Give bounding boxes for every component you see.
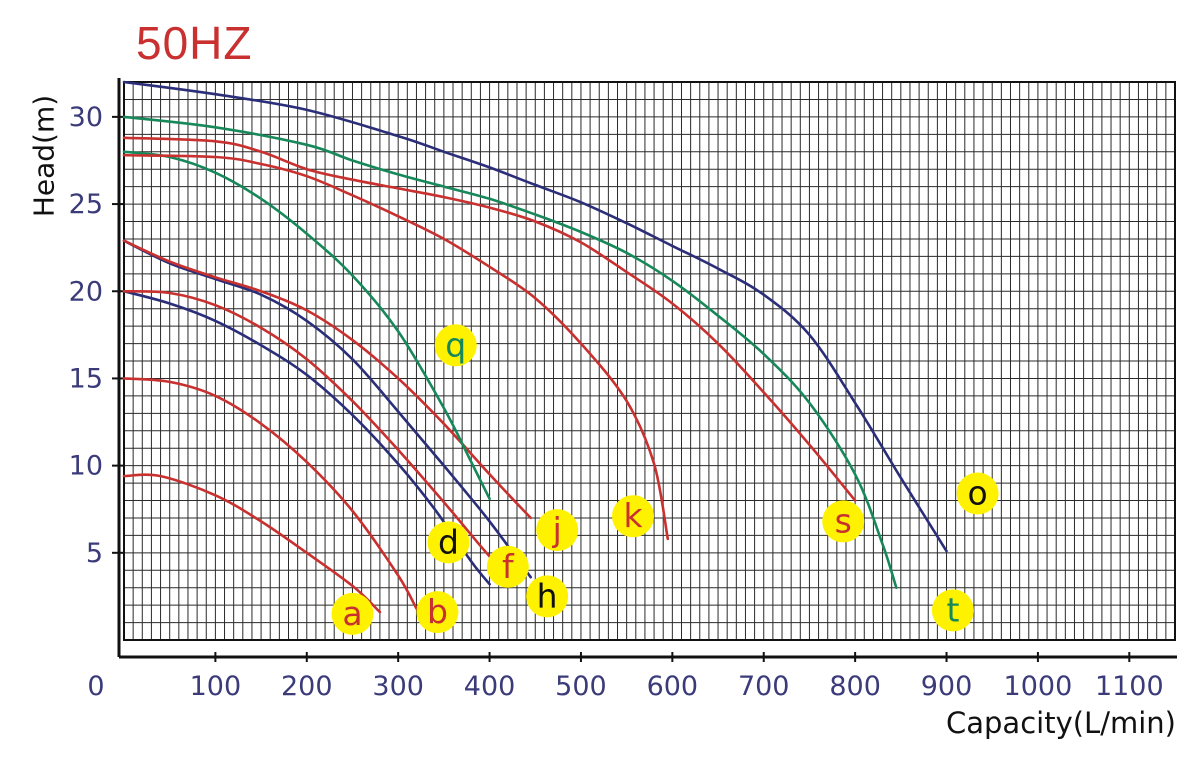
y-tick-label: 15 — [69, 363, 103, 394]
curve-label-t: t — [946, 590, 959, 629]
curve-b — [122, 377, 418, 610]
curve-badge-k — [612, 495, 655, 538]
curve-badge-j — [536, 509, 579, 552]
curve-q — [122, 150, 491, 501]
curve-label-k: k — [623, 496, 643, 535]
y-tick-label: 10 — [69, 451, 103, 482]
x-tick-label: 700 — [738, 671, 790, 702]
x-tick-label: 600 — [647, 671, 699, 702]
curve-label-b: b — [427, 592, 448, 631]
y-tick-label: 30 — [69, 102, 103, 133]
curve-badge-s — [822, 500, 865, 543]
x-axis-label: Capacity(L/min) — [946, 706, 1176, 740]
curve-h — [122, 239, 532, 579]
x-tick-label: 100 — [190, 671, 242, 702]
x-tick-label: 200 — [281, 671, 333, 702]
curve-a — [122, 473, 382, 614]
curve-label-d: d — [438, 522, 459, 561]
curve-badge-a — [331, 592, 374, 635]
curve-k — [122, 153, 670, 541]
x-tick-label: 800 — [829, 671, 881, 702]
curve-label-o: o — [967, 474, 987, 513]
curve-badge-d — [427, 521, 470, 564]
curve-label-s: s — [835, 501, 852, 540]
x-tick-label: 1100 — [1095, 671, 1164, 702]
curve-label-f: f — [502, 547, 515, 586]
curve-label-q: q — [445, 325, 466, 364]
x-tick-label: 500 — [555, 671, 607, 702]
chart-title: 50HZ — [136, 17, 253, 69]
curve-t — [122, 115, 898, 589]
curve-label-h: h — [537, 576, 558, 615]
x-tick-label: 0 — [87, 671, 104, 702]
y-tick-label: 20 — [69, 276, 103, 307]
curve-f — [122, 290, 500, 569]
curve-badge-b — [416, 591, 459, 634]
curve-badge-o — [956, 472, 999, 515]
plot-frame — [123, 81, 1176, 641]
curve-badge-q — [434, 324, 477, 367]
y-tick-label: 5 — [86, 538, 103, 569]
x-tick-label: 1000 — [1004, 671, 1073, 702]
curve-s — [122, 136, 857, 502]
x-tick-label: 300 — [372, 671, 424, 702]
curve-badge-f — [486, 545, 529, 588]
x-tick-label: 900 — [921, 671, 973, 702]
curve-label-j: j — [552, 510, 562, 549]
curve-label-a: a — [342, 594, 362, 633]
curve-j — [122, 239, 532, 520]
x-tick-label: 400 — [464, 671, 516, 702]
curve-o — [122, 80, 948, 553]
y-tick-label: 25 — [69, 189, 103, 220]
curve-badge-t — [931, 589, 974, 632]
curve-badge-h — [526, 575, 569, 618]
